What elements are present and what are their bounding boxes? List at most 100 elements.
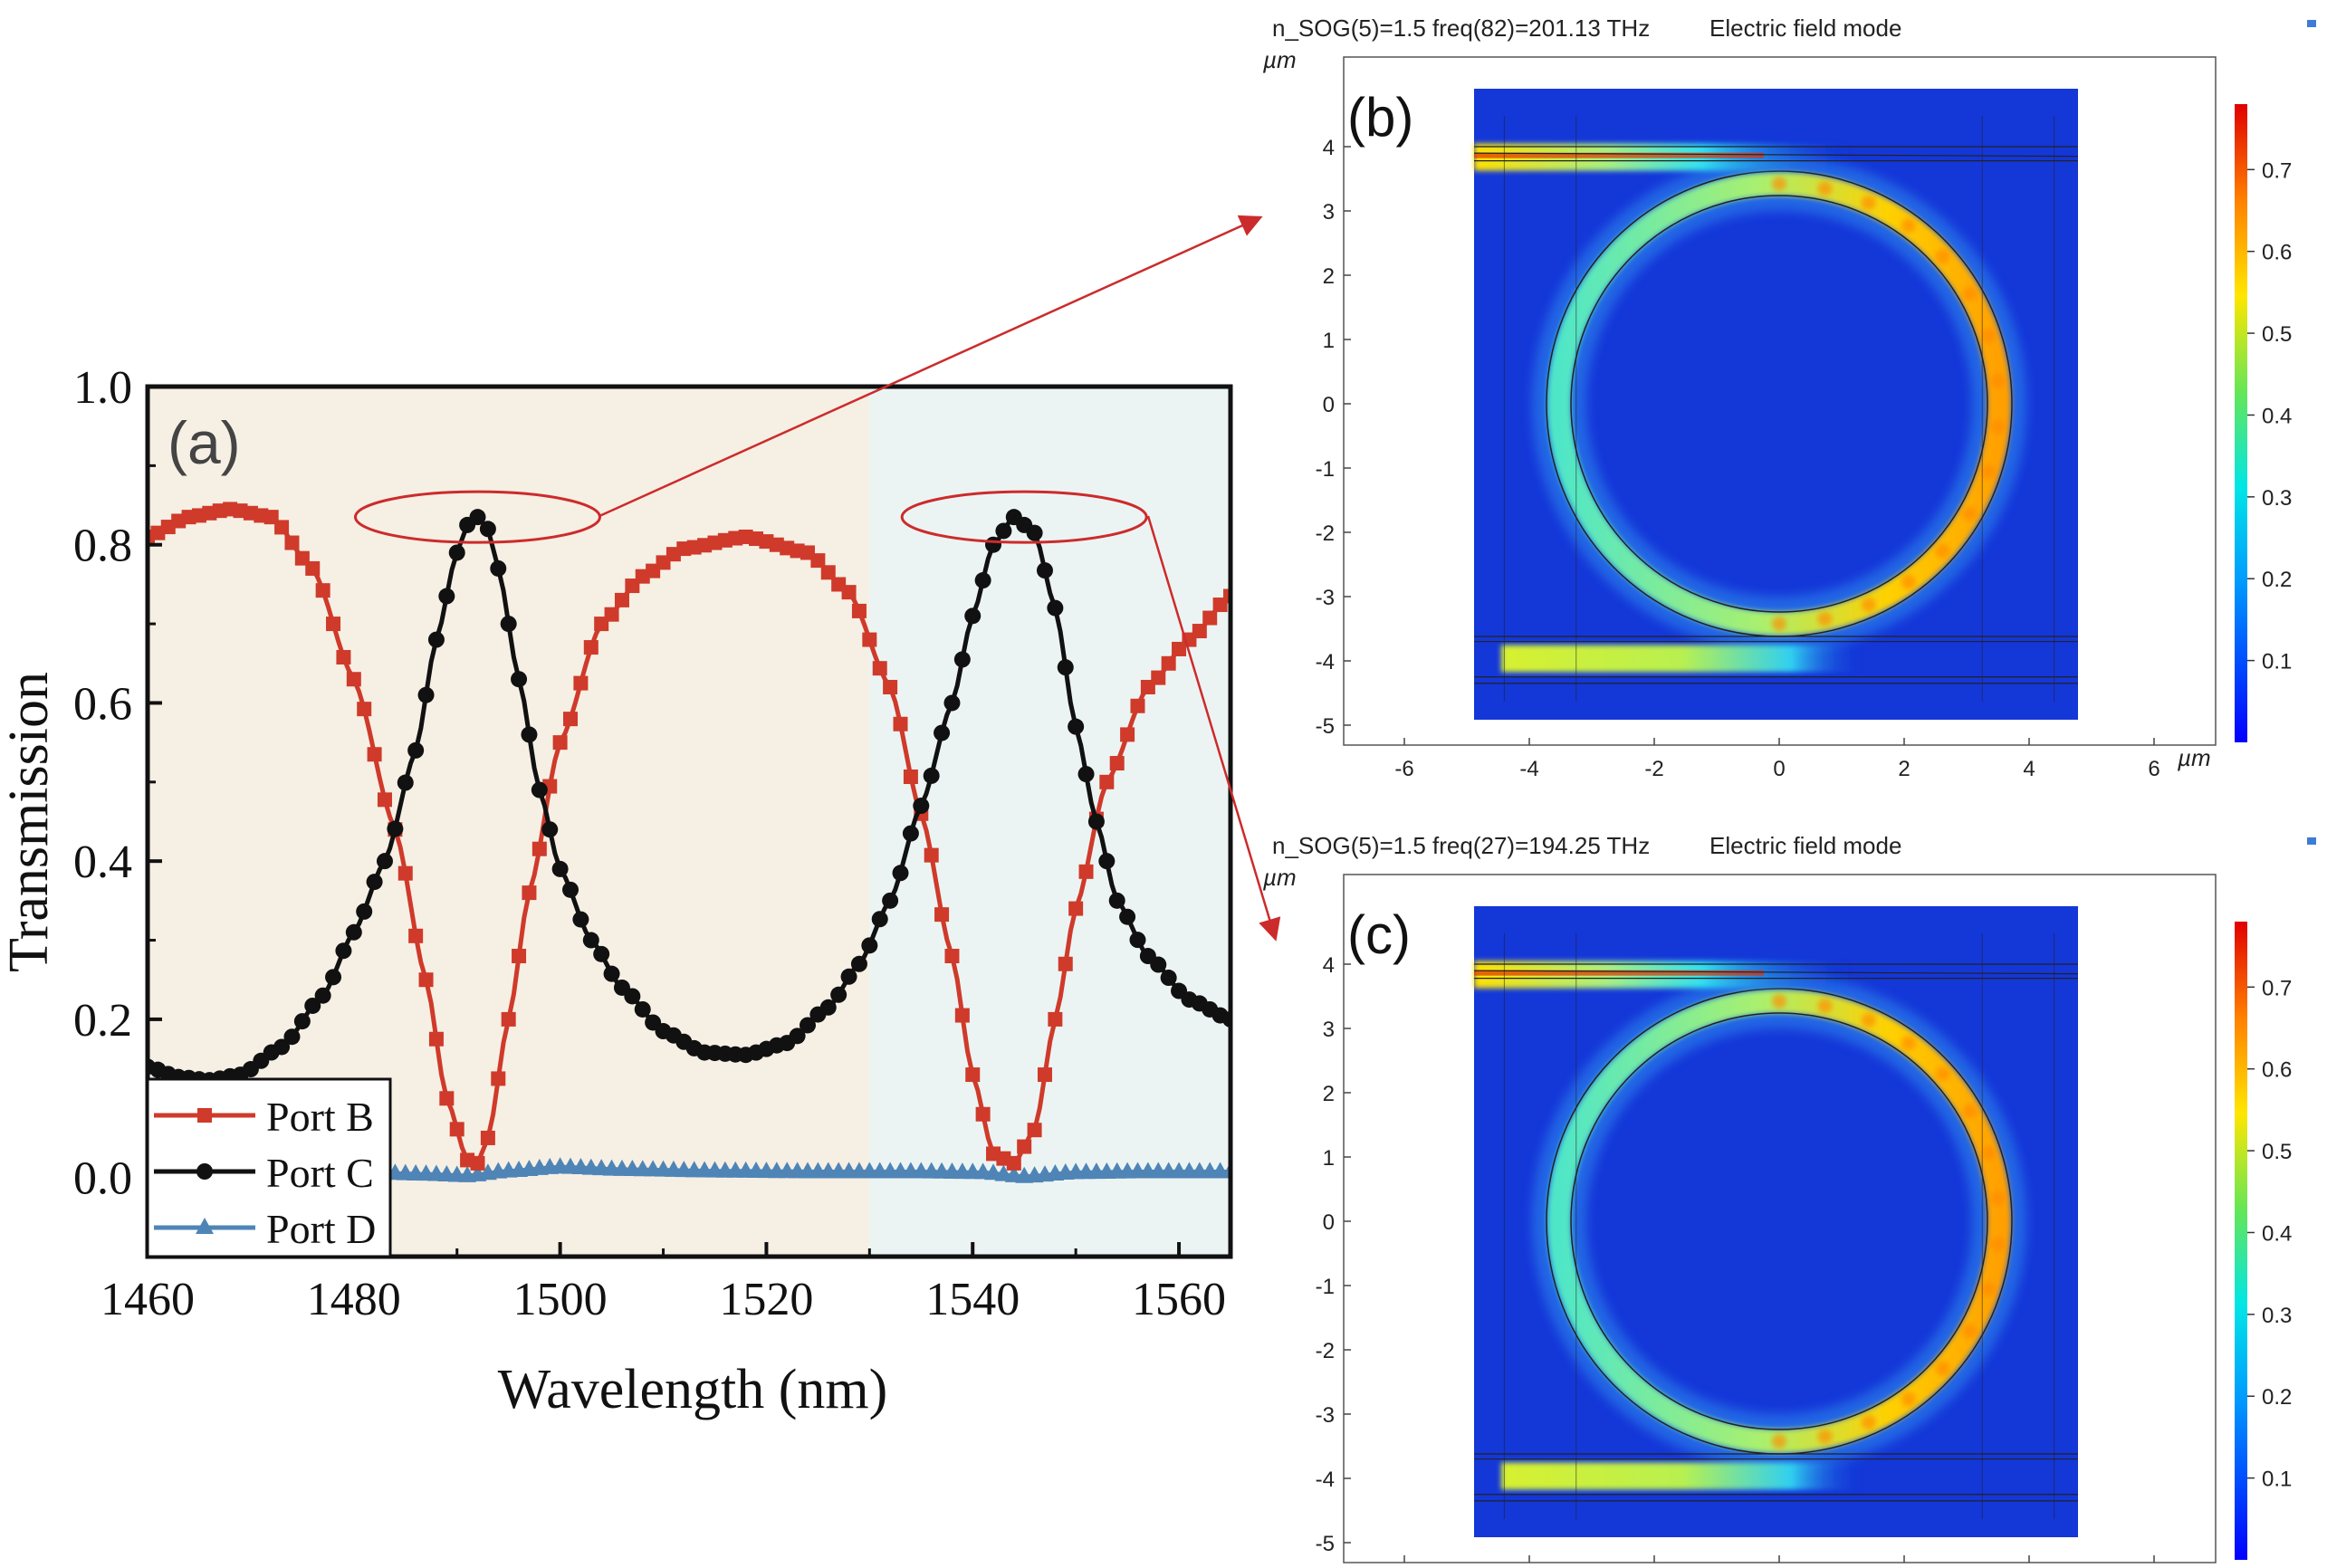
- data-point: [924, 847, 939, 863]
- field-hotspot: [1935, 1361, 1950, 1376]
- x-tick-label: 1500: [513, 1274, 608, 1325]
- data-point: [819, 999, 837, 1016]
- data-point: [862, 632, 877, 647]
- data-point: [995, 522, 1012, 540]
- field-hotspot: [1981, 328, 1997, 343]
- data-point: [841, 585, 857, 600]
- corner-icon: [2307, 837, 2316, 845]
- waveguide-edge: [1473, 152, 2079, 158]
- data-point: [1006, 1155, 1021, 1171]
- data-point: [356, 903, 373, 920]
- field-hotspot: [1962, 286, 1977, 301]
- colorbar-tick-label: 0.7: [2262, 976, 2292, 1000]
- y-axis-label: Transmission: [0, 672, 60, 972]
- plot-frame: [145, 384, 1233, 1259]
- y-tick-label: -5: [1316, 714, 1335, 739]
- field-mode-panel-b: n_SOG(5)=1.5 freq(82)=201.13 THz Electric…: [1262, 14, 2316, 781]
- data-point: [491, 1071, 506, 1086]
- data-point: [1160, 970, 1177, 987]
- data-point: [882, 892, 899, 909]
- data-point: [376, 853, 393, 870]
- field-hotspot: [1935, 249, 1950, 264]
- colorbar-tick-label: 0.6: [2262, 1058, 2292, 1083]
- colorbar-tick-label: 0.7: [2262, 158, 2292, 183]
- data-point: [965, 1067, 981, 1083]
- data-point: [903, 769, 918, 784]
- data-point: [408, 928, 424, 943]
- x-tick-label: -4: [1519, 757, 1538, 781]
- data-point: [851, 603, 867, 618]
- y-tick-label: -2: [1316, 1339, 1335, 1363]
- data-point: [325, 969, 342, 986]
- y-tick-label: -4: [1316, 1468, 1335, 1492]
- data-point: [934, 724, 951, 741]
- colorbar: [2235, 104, 2247, 742]
- data-point: [614, 592, 629, 607]
- data-point: [902, 825, 919, 842]
- legend-marker: [197, 1108, 212, 1123]
- field-hotspot: [1935, 543, 1950, 559]
- data-point: [449, 1122, 464, 1137]
- data-point: [883, 679, 898, 694]
- data-point: [1129, 932, 1146, 949]
- field-hotspot: [1901, 1036, 1916, 1051]
- data-point: [1047, 599, 1064, 617]
- highlight-ellipse: [900, 490, 1148, 544]
- x-unit-label: µm: [2177, 1562, 2211, 1568]
- field-hotspot: [1772, 177, 1786, 191]
- data-point: [335, 942, 352, 960]
- data-point: [1058, 956, 1073, 971]
- data-point: [552, 735, 568, 751]
- data-point: [417, 686, 435, 703]
- data-point: [1068, 901, 1084, 916]
- data-point: [1192, 624, 1207, 639]
- colorbar-tick-label: 0.6: [2262, 241, 2292, 265]
- legend-label: Port B: [266, 1094, 374, 1140]
- data-point: [1119, 908, 1136, 925]
- data-point: [427, 631, 445, 648]
- panel-label: (a): [168, 409, 241, 476]
- field-hotspot: [1861, 1414, 1876, 1429]
- colorbar-tick-label: 0.3: [2262, 1304, 2292, 1328]
- data-point: [304, 997, 321, 1014]
- y-tick-label: -1: [1316, 1275, 1335, 1299]
- data-point: [799, 1017, 816, 1034]
- data-point: [582, 932, 599, 949]
- y-tick-label: 1.0: [73, 362, 132, 414]
- ring-inner-edge: [1570, 195, 1988, 613]
- series-port-c: [148, 509, 1231, 1089]
- x-tick-label: 1540: [925, 1274, 1020, 1325]
- data-point: [345, 923, 362, 941]
- data-point: [397, 774, 414, 791]
- field-hotspot: [1990, 1237, 2006, 1252]
- data-point: [490, 559, 507, 577]
- data-point: [953, 651, 971, 668]
- field-hotspot: [1861, 1013, 1876, 1028]
- data-point: [975, 1106, 991, 1122]
- data-point: [397, 865, 413, 881]
- data-point: [1161, 655, 1176, 671]
- data-point: [604, 607, 619, 622]
- y-tick-label: 2: [1323, 1082, 1335, 1106]
- colorbar-tick-label: 0.5: [2262, 322, 2292, 347]
- data-point: [1037, 1067, 1052, 1083]
- field-subtitle: Electric field mode: [1709, 14, 1901, 42]
- series-port-b: [148, 502, 1231, 1171]
- x-unit-label: µm: [2177, 744, 2211, 771]
- colorbar-tick-label: 0.5: [2262, 1140, 2292, 1164]
- data-point: [1048, 1011, 1063, 1027]
- data-point: [479, 521, 496, 538]
- y-unit-label: µm: [1262, 46, 1297, 73]
- data-point: [336, 650, 351, 665]
- field-hotspot: [1901, 218, 1916, 234]
- x-tick-label: 1480: [307, 1274, 401, 1325]
- colorbar-tick-label: 0.1: [2262, 650, 2292, 674]
- data-point: [512, 949, 527, 964]
- data-point: [438, 588, 455, 605]
- data-point: [305, 560, 321, 576]
- field-title: n_SOG(5)=1.5 freq(27)=194.25 THz: [1272, 832, 1650, 859]
- y-tick-label: -5: [1316, 1532, 1335, 1556]
- colorbar-tick-label: 0.4: [2262, 1221, 2292, 1246]
- panel-label: (c): [1347, 904, 1411, 965]
